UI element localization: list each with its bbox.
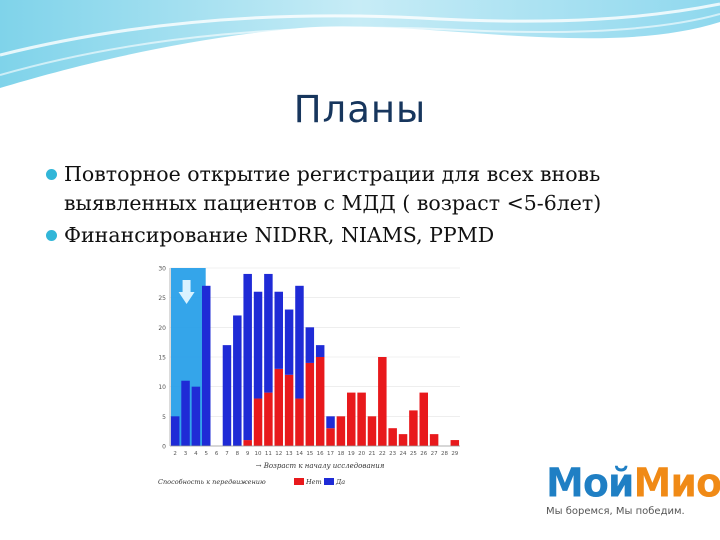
x-tick-label: 4 bbox=[194, 451, 198, 457]
x-tick-label: 8 bbox=[236, 451, 240, 457]
x-tick-label: 22 bbox=[379, 451, 386, 457]
bullet-item: Повторное открытие регистрации для всех … bbox=[46, 160, 700, 218]
x-tick-label: 11 bbox=[265, 451, 272, 457]
x-tick-label: 20 bbox=[358, 451, 365, 457]
bar-Нет-24 bbox=[398, 434, 408, 446]
x-tick-label: 27 bbox=[431, 451, 438, 457]
legend-label-Нет: Нет bbox=[305, 478, 322, 486]
x-tick-label: 21 bbox=[368, 451, 375, 457]
bar-Да-15 bbox=[305, 327, 315, 363]
x-tick-label: 6 bbox=[215, 451, 219, 457]
bar-Да-10 bbox=[253, 291, 263, 399]
bar-Да-16 bbox=[315, 345, 325, 357]
bar-Нет-17 bbox=[326, 428, 335, 446]
bar-Нет-18 bbox=[336, 416, 346, 446]
bullet-text: Финансирование NIDRR, NIAMS, PPMD bbox=[64, 223, 495, 247]
bar-Да-5 bbox=[202, 285, 211, 446]
bar-Да-12 bbox=[274, 291, 283, 369]
bar-Нет-13 bbox=[284, 374, 294, 446]
bar-Нет-20 bbox=[357, 392, 366, 446]
x-tick-label: 24 bbox=[400, 451, 407, 457]
x-tick-label: 9 bbox=[246, 451, 250, 457]
bar-Нет-22 bbox=[378, 357, 387, 446]
logo-wordmark: МойМио bbox=[546, 459, 720, 507]
bar-Нет-26 bbox=[419, 392, 428, 446]
bar-Нет-10 bbox=[253, 398, 263, 446]
bullet-dot-icon bbox=[46, 169, 57, 180]
bar-Нет-12 bbox=[274, 368, 283, 446]
logo-part1: Мой bbox=[546, 459, 635, 507]
x-tick-label: 19 bbox=[348, 451, 355, 457]
bar-Да-17 bbox=[326, 416, 335, 429]
legend-swatch-Нет bbox=[294, 478, 304, 485]
x-tick-label: 13 bbox=[286, 451, 293, 457]
x-axis-label: → Возраст к началу исследования bbox=[256, 462, 385, 470]
x-tick-label: 10 bbox=[255, 451, 262, 457]
bar-Да-9 bbox=[243, 273, 252, 441]
bar-Да-8 bbox=[233, 315, 242, 446]
x-tick-label: 16 bbox=[317, 451, 324, 457]
bar-Да-14 bbox=[295, 285, 304, 399]
bar-Нет-11 bbox=[264, 392, 273, 446]
x-tick-label: 23 bbox=[389, 451, 396, 457]
x-tick-label: 14 bbox=[296, 451, 303, 457]
x-tick-label: 15 bbox=[306, 451, 313, 457]
bullet-list: Повторное открытие регистрации для всех … bbox=[46, 160, 700, 253]
bar-Нет-15 bbox=[305, 362, 315, 446]
x-tick-label: 2 bbox=[173, 451, 177, 457]
bar-Нет-23 bbox=[388, 428, 397, 446]
y-tick-label: 10 bbox=[158, 384, 166, 391]
bar-Нет-19 bbox=[347, 392, 356, 446]
x-tick-label: 28 bbox=[441, 451, 448, 457]
x-tick-label: 26 bbox=[420, 451, 427, 457]
x-tick-label: 29 bbox=[451, 451, 458, 457]
y-tick-label: 0 bbox=[162, 444, 166, 451]
x-tick-label: 25 bbox=[410, 451, 417, 457]
y-tick-label: 20 bbox=[158, 325, 166, 332]
x-tick-label: 7 bbox=[225, 451, 229, 457]
bullet-dot-icon bbox=[46, 230, 57, 241]
bar-Нет-14 bbox=[295, 398, 304, 446]
header-wave bbox=[0, 0, 720, 88]
legend-label-Да: Да bbox=[335, 478, 345, 486]
y-tick-label: 30 bbox=[158, 266, 166, 273]
bar-Да-2 bbox=[170, 416, 180, 446]
bar-Нет-21 bbox=[367, 416, 377, 446]
logo-part2: Мио bbox=[633, 459, 720, 507]
x-tick-label: 17 bbox=[327, 451, 334, 457]
bar-Нет-25 bbox=[409, 410, 418, 446]
bar-Нет-29 bbox=[450, 440, 460, 446]
bullet-text: Повторное открытие регистрации для всех … bbox=[64, 162, 602, 215]
moymio-logo: МойМио Мы боремся, Мы победим. bbox=[546, 459, 720, 524]
down-arrow-icon bbox=[178, 280, 195, 304]
y-tick-label: 25 bbox=[158, 295, 166, 302]
x-tick-label: 18 bbox=[337, 451, 344, 457]
x-tick-label: 12 bbox=[275, 451, 282, 457]
bullet-item: Финансирование NIDRR, NIAMS, PPMD bbox=[46, 221, 700, 250]
bar-Нет-9 bbox=[243, 440, 252, 446]
bar-Да-7 bbox=[222, 345, 232, 446]
y-tick-label: 15 bbox=[158, 355, 166, 362]
y-tick-label: 5 bbox=[162, 414, 166, 421]
bar-Да-13 bbox=[284, 309, 294, 375]
bar-Да-11 bbox=[264, 273, 273, 393]
bar-Нет-16 bbox=[315, 357, 325, 446]
slide-title: Планы bbox=[293, 88, 427, 131]
bar-Да-3 bbox=[181, 380, 190, 446]
x-tick-label: 3 bbox=[184, 451, 188, 457]
logo-tagline: Мы боремся, Мы победим. bbox=[546, 506, 685, 517]
bar-Да-4 bbox=[191, 386, 201, 446]
legend-swatch-Да bbox=[324, 478, 334, 485]
legend-caption: Способность к передвижению bbox=[158, 478, 266, 486]
bar-Нет-27 bbox=[429, 434, 439, 446]
x-tick-label: 5 bbox=[205, 451, 209, 457]
